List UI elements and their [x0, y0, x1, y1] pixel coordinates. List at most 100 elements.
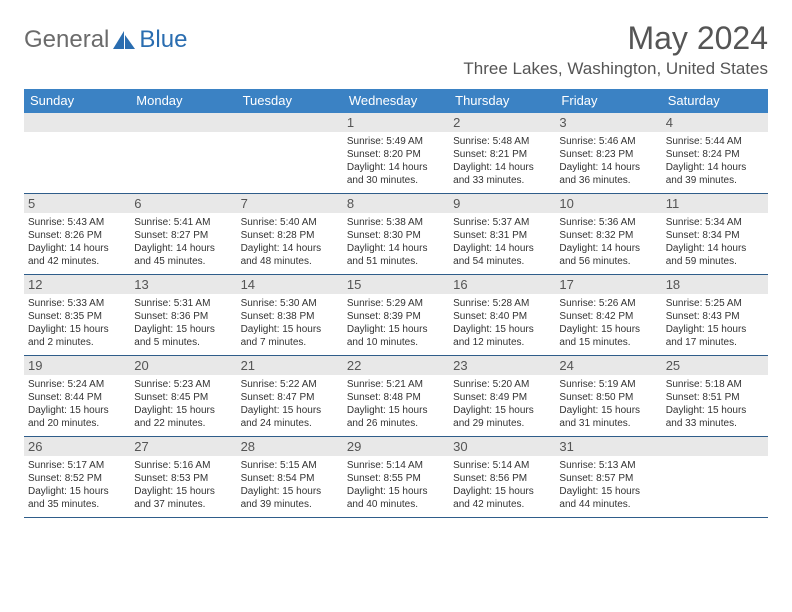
daylight-text: Daylight: 15 hours and 33 minutes.: [666, 404, 764, 430]
day-cell: .: [237, 113, 343, 193]
day-info: Sunrise: 5:18 AMSunset: 8:51 PMDaylight:…: [666, 378, 764, 430]
day-cell: 15Sunrise: 5:29 AMSunset: 8:39 PMDayligh…: [343, 275, 449, 355]
daylight-text: Daylight: 15 hours and 10 minutes.: [347, 323, 445, 349]
sunset-text: Sunset: 8:38 PM: [241, 310, 339, 323]
sunrise-text: Sunrise: 5:43 AM: [28, 216, 126, 229]
week-row: ...1Sunrise: 5:49 AMSunset: 8:20 PMDayli…: [24, 113, 768, 194]
day-cell: .: [662, 437, 768, 517]
sunset-text: Sunset: 8:20 PM: [347, 148, 445, 161]
sunrise-text: Sunrise: 5:38 AM: [347, 216, 445, 229]
sunrise-text: Sunrise: 5:33 AM: [28, 297, 126, 310]
day-info: Sunrise: 5:14 AMSunset: 8:55 PMDaylight:…: [347, 459, 445, 511]
day-info: Sunrise: 5:17 AMSunset: 8:52 PMDaylight:…: [28, 459, 126, 511]
daylight-text: Daylight: 14 hours and 56 minutes.: [559, 242, 657, 268]
sunset-text: Sunset: 8:40 PM: [453, 310, 551, 323]
daylight-text: Daylight: 15 hours and 29 minutes.: [453, 404, 551, 430]
day-number: 9: [449, 194, 555, 213]
day-cell: 6Sunrise: 5:41 AMSunset: 8:27 PMDaylight…: [130, 194, 236, 274]
day-info: Sunrise: 5:30 AMSunset: 8:38 PMDaylight:…: [241, 297, 339, 349]
daylight-text: Daylight: 15 hours and 44 minutes.: [559, 485, 657, 511]
day-info: Sunrise: 5:34 AMSunset: 8:34 PMDaylight:…: [666, 216, 764, 268]
day-header: Monday: [130, 89, 236, 113]
daylight-text: Daylight: 14 hours and 42 minutes.: [28, 242, 126, 268]
day-info: Sunrise: 5:13 AMSunset: 8:57 PMDaylight:…: [559, 459, 657, 511]
day-number: 12: [24, 275, 130, 294]
daylight-text: Daylight: 14 hours and 51 minutes.: [347, 242, 445, 268]
daylight-text: Daylight: 15 hours and 37 minutes.: [134, 485, 232, 511]
day-cell: 22Sunrise: 5:21 AMSunset: 8:48 PMDayligh…: [343, 356, 449, 436]
day-cell: 1 Sunrise: 5:49 AMSunset: 8:20 PMDaylight…: [343, 113, 449, 193]
day-number: 16: [449, 275, 555, 294]
daylight-text: Daylight: 15 hours and 15 minutes.: [559, 323, 657, 349]
day-info: Sunrise: 5:24 AMSunset: 8:44 PMDaylight:…: [28, 378, 126, 430]
day-number: 19: [24, 356, 130, 375]
daylight-text: Daylight: 15 hours and 24 minutes.: [241, 404, 339, 430]
day-info: Sunrise: 5:40 AMSunset: 8:28 PMDaylight:…: [241, 216, 339, 268]
sunrise-text: Sunrise: 5:29 AM: [347, 297, 445, 310]
sunrise-text: Sunrise: 5:26 AM: [559, 297, 657, 310]
day-info: Sunrise: 5:25 AMSunset: 8:43 PMDaylight:…: [666, 297, 764, 349]
day-cell: 19 Sunrise: 5:24 AMSunset: 8:44 PMDayligh…: [24, 356, 130, 436]
sunrise-text: Sunrise: 5:31 AM: [134, 297, 232, 310]
sunrise-text: Sunrise: 5:49 AM: [347, 135, 445, 148]
daylight-text: Daylight: 14 hours and 33 minutes.: [453, 161, 551, 187]
day-number: 3: [555, 113, 661, 132]
sunset-text: Sunset: 8:28 PM: [241, 229, 339, 242]
day-info: Sunrise: 5:19 AMSunset: 8:50 PMDaylight:…: [559, 378, 657, 430]
day-info: Sunrise: 5:14 AMSunset: 8:56 PMDaylight:…: [453, 459, 551, 511]
day-info: Sunrise: 5:26 AMSunset: 8:42 PMDaylight:…: [559, 297, 657, 349]
day-cell: 17Sunrise: 5:26 AMSunset: 8:42 PMDayligh…: [555, 275, 661, 355]
day-info: Sunrise: 5:48 AMSunset: 8:21 PMDaylight:…: [453, 135, 551, 187]
day-cell: 16 Sunrise: 5:28 AMSunset: 8:40 PMDayligh…: [449, 275, 555, 355]
sunset-text: Sunset: 8:35 PM: [28, 310, 126, 323]
day-info: Sunrise: 5:33 AMSunset: 8:35 PMDaylight:…: [28, 297, 126, 349]
day-header: Friday: [555, 89, 661, 113]
daylight-text: Daylight: 14 hours and 36 minutes.: [559, 161, 657, 187]
day-number: .: [24, 113, 130, 132]
sunrise-text: Sunrise: 5:23 AM: [134, 378, 232, 391]
location: Three Lakes, Washington, United States: [463, 59, 768, 79]
sail-icon: [111, 29, 137, 51]
day-number: .: [237, 113, 343, 132]
day-number: 31: [555, 437, 661, 456]
day-number: 8: [343, 194, 449, 213]
day-number: 30: [449, 437, 555, 456]
day-number: 10: [555, 194, 661, 213]
daylight-text: Daylight: 15 hours and 26 minutes.: [347, 404, 445, 430]
sunset-text: Sunset: 8:27 PM: [134, 229, 232, 242]
day-cell: 8 Sunrise: 5:38 AMSunset: 8:30 PMDaylight…: [343, 194, 449, 274]
day-cell: 30 Sunrise: 5:14 AMSunset: 8:56 PMDayligh…: [449, 437, 555, 517]
day-info: Sunrise: 5:28 AMSunset: 8:40 PMDaylight:…: [453, 297, 551, 349]
day-info: Sunrise: 5:41 AMSunset: 8:27 PMDaylight:…: [134, 216, 232, 268]
day-cell: 28Sunrise: 5:15 AMSunset: 8:54 PMDayligh…: [237, 437, 343, 517]
day-cell: 31 Sunrise: 5:13 AMSunset: 8:57 PMDayligh…: [555, 437, 661, 517]
day-cell: .: [24, 113, 130, 193]
sunrise-text: Sunrise: 5:28 AM: [453, 297, 551, 310]
sunset-text: Sunset: 8:52 PM: [28, 472, 126, 485]
day-number: 18: [662, 275, 768, 294]
sunrise-text: Sunrise: 5:24 AM: [28, 378, 126, 391]
daylight-text: Daylight: 15 hours and 2 minutes.: [28, 323, 126, 349]
day-info: Sunrise: 5:49 AMSunset: 8:20 PMDaylight:…: [347, 135, 445, 187]
sunset-text: Sunset: 8:53 PM: [134, 472, 232, 485]
daylight-text: Daylight: 14 hours and 48 minutes.: [241, 242, 339, 268]
sunrise-text: Sunrise: 5:18 AM: [666, 378, 764, 391]
day-cell: 9Sunrise: 5:37 AMSunset: 8:31 PMDaylight…: [449, 194, 555, 274]
logo-text-blue: Blue: [139, 26, 187, 54]
sunrise-text: Sunrise: 5:17 AM: [28, 459, 126, 472]
day-cell: 29Sunrise: 5:14 AMSunset: 8:55 PMDayligh…: [343, 437, 449, 517]
day-info: Sunrise: 5:23 AMSunset: 8:45 PMDaylight:…: [134, 378, 232, 430]
day-number: 14: [237, 275, 343, 294]
day-info: Sunrise: 5:29 AMSunset: 8:39 PMDaylight:…: [347, 297, 445, 349]
day-number: 11: [662, 194, 768, 213]
sunset-text: Sunset: 8:30 PM: [347, 229, 445, 242]
month-title: May 2024: [463, 20, 768, 57]
day-info: Sunrise: 5:21 AMSunset: 8:48 PMDaylight:…: [347, 378, 445, 430]
day-number: 2: [449, 113, 555, 132]
sunrise-text: Sunrise: 5:13 AM: [559, 459, 657, 472]
day-cell: 20Sunrise: 5:23 AMSunset: 8:45 PMDayligh…: [130, 356, 236, 436]
sunset-text: Sunset: 8:34 PM: [666, 229, 764, 242]
week-row: 19 Sunrise: 5:24 AMSunset: 8:44 PMDayligh…: [24, 356, 768, 437]
day-number: 1: [343, 113, 449, 132]
daylight-text: Daylight: 14 hours and 45 minutes.: [134, 242, 232, 268]
